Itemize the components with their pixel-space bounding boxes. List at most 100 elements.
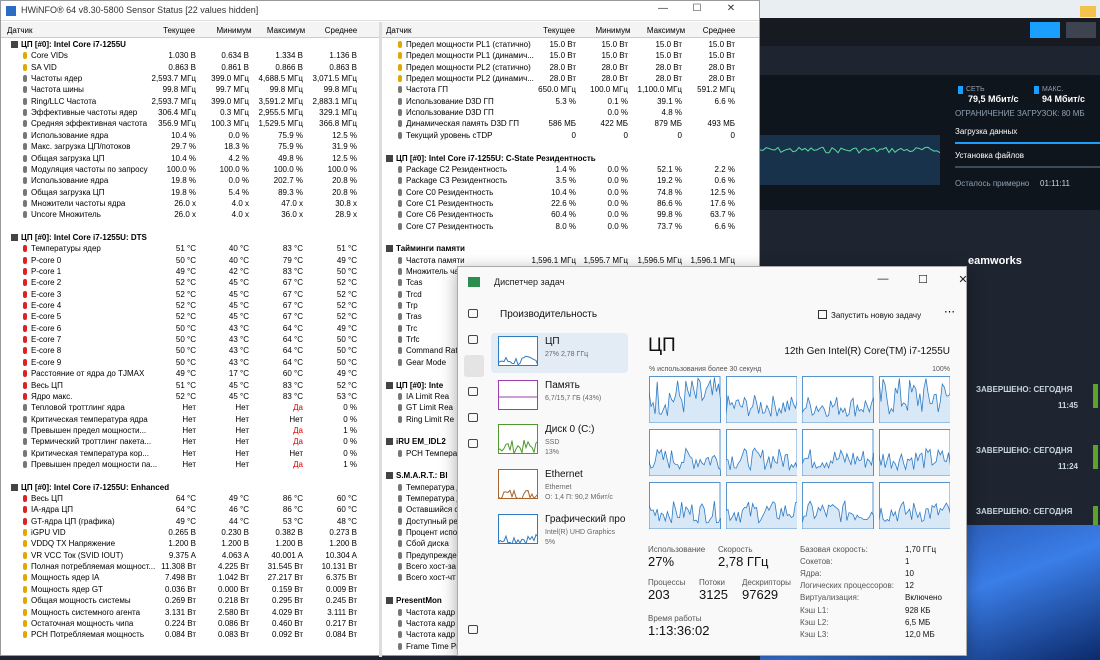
sensor-icon [398,631,402,639]
nav-icon[interactable] [468,413,478,422]
sensor-value: 100.0 % [273,164,303,174]
group-chip-icon [11,483,18,491]
sensor-value: 86 °C [282,505,303,515]
thumb-line [498,355,538,366]
sensor-value: 3,071.5 МГц [312,74,358,84]
sensor-name: Core VIDs [31,51,68,61]
graph-area [878,447,950,476]
column-title: Текущее [543,26,575,35]
group-title: Тайминги памяти [396,244,465,254]
sensor-name: Частота шины [31,85,84,95]
window-button[interactable]: — [877,273,889,285]
detail-label: Кэш L2: [800,617,829,627]
graph [498,336,538,366]
sensor-value: 0.265 В [168,528,196,538]
sensor-value: 0.0 % [607,198,628,208]
sensor-value: 28.0 Вт [601,62,628,72]
sensor-value: 50 °C [175,323,196,333]
sensor-value: 1.200 В [329,539,357,549]
sensor-value: Нет [235,459,249,469]
sensor-icon [398,109,402,117]
sensor-icon [398,336,402,344]
sensor-value: 64 °C [282,323,303,333]
sensor-name: Эффективные частоты ядер [31,108,138,118]
sensor-value: 10.4 % [551,187,576,197]
sensor-value: 64 °C [282,346,303,356]
sensor-name: Использование D3D ГП [406,108,494,118]
sensor-name: Общая загрузка ЦП [31,187,105,197]
sensor-icon [398,131,402,139]
completed-time: 11:24 [1057,462,1078,471]
sensor-name: iGPU VID [31,528,66,538]
detail-value: 1 [905,557,910,567]
sensor-icon [23,426,27,434]
sensor-icon [398,642,402,650]
sensor-name: Частота кадр [406,607,456,617]
window-button[interactable]: ✕ [726,3,736,14]
sensor-name: Tras [406,312,422,322]
sensor-value: 15.0 Вт [549,51,576,61]
nav-icon[interactable] [468,387,478,396]
sensor-value: 0.1 % [607,96,628,106]
sensor-icon [23,597,27,605]
nav-icon[interactable] [468,439,478,448]
sensor-value: 0.159 Вт [272,584,303,594]
sensor-value: 28.0 Вт [549,74,576,84]
sensor-value: 7.498 Вт [165,573,196,583]
sensor-name: Trfc [406,335,420,345]
net-icon [958,86,963,94]
nav-icon[interactable] [468,625,478,634]
sensor-value: 12.5 % [332,153,357,163]
sensor-value: 49.8 % [278,153,303,163]
sensor-icon [23,574,27,582]
max-icon [1034,86,1039,94]
bell-button [1066,22,1096,38]
sensor-value: 0 % [343,437,357,447]
sensor-icon [23,199,27,207]
sidebar-name[interactable]: Диск 0 (C:) [545,424,595,435]
window-button[interactable]: ✕ [958,274,968,286]
window-button[interactable]: ☐ [692,3,702,14]
sensor-value: 1.136 В [329,51,357,61]
sensor-value: 52.1 % [657,164,682,174]
window-button[interactable]: ☐ [918,274,928,286]
sensor-icon [398,404,402,412]
sensor-name: E-core 5 [31,312,62,322]
sensor-name: VDDQ TX Напряжение [31,539,116,549]
sensor-name: Мощность системного агента [31,607,141,617]
sensor-value: 49 °C [175,516,196,526]
detail-value: Включено [905,593,942,603]
sidebar-name[interactable]: ЦП [545,336,560,347]
sensor-name: IA Limit Rea [406,391,450,401]
sidebar-name[interactable]: Графический про [545,514,626,525]
sensor-value: 73.7 % [657,221,682,231]
sensor-value: 0 % [343,414,357,424]
sensor-icon [23,188,27,196]
sidebar-name[interactable]: Ethernet [545,469,583,480]
sensor-name: E-core 2 [31,278,62,288]
graph-area [649,447,721,476]
sensor-value: 52 °C [175,312,196,322]
stat-value: 1:13:36:02 [648,623,710,638]
sensor-icon [23,495,27,502]
sensor-name: Сбой диска [406,539,449,549]
nav-icon[interactable] [468,309,478,318]
sensor-icon [398,449,402,457]
window-button[interactable]: — [658,3,668,14]
sensor-value: 50 °C [336,267,357,276]
sensor-icon [23,370,27,378]
sensor-value: 4.063 A [221,550,249,560]
sensor-name: Предел мощности PL1 (динамич... [406,51,534,61]
sensor-value: 15.0 Вт [549,40,576,49]
group-chip-icon [386,438,393,446]
sensor-name: GT Limit Rea [406,403,453,413]
sensor-value: 43 °C [228,335,249,345]
detail-label: Кэш L1: [800,605,829,615]
sensor-value: 89.3 % [278,187,303,197]
sensor-name: Температуры ядер [31,244,101,254]
sensor-icon [23,392,27,400]
new-task-button[interactable]: Запустить новую задачу [831,311,922,320]
nav-icon[interactable] [468,335,478,344]
sidebar-name[interactable]: Память [545,380,580,391]
sensor-value: 99.7 МГц [215,85,249,95]
